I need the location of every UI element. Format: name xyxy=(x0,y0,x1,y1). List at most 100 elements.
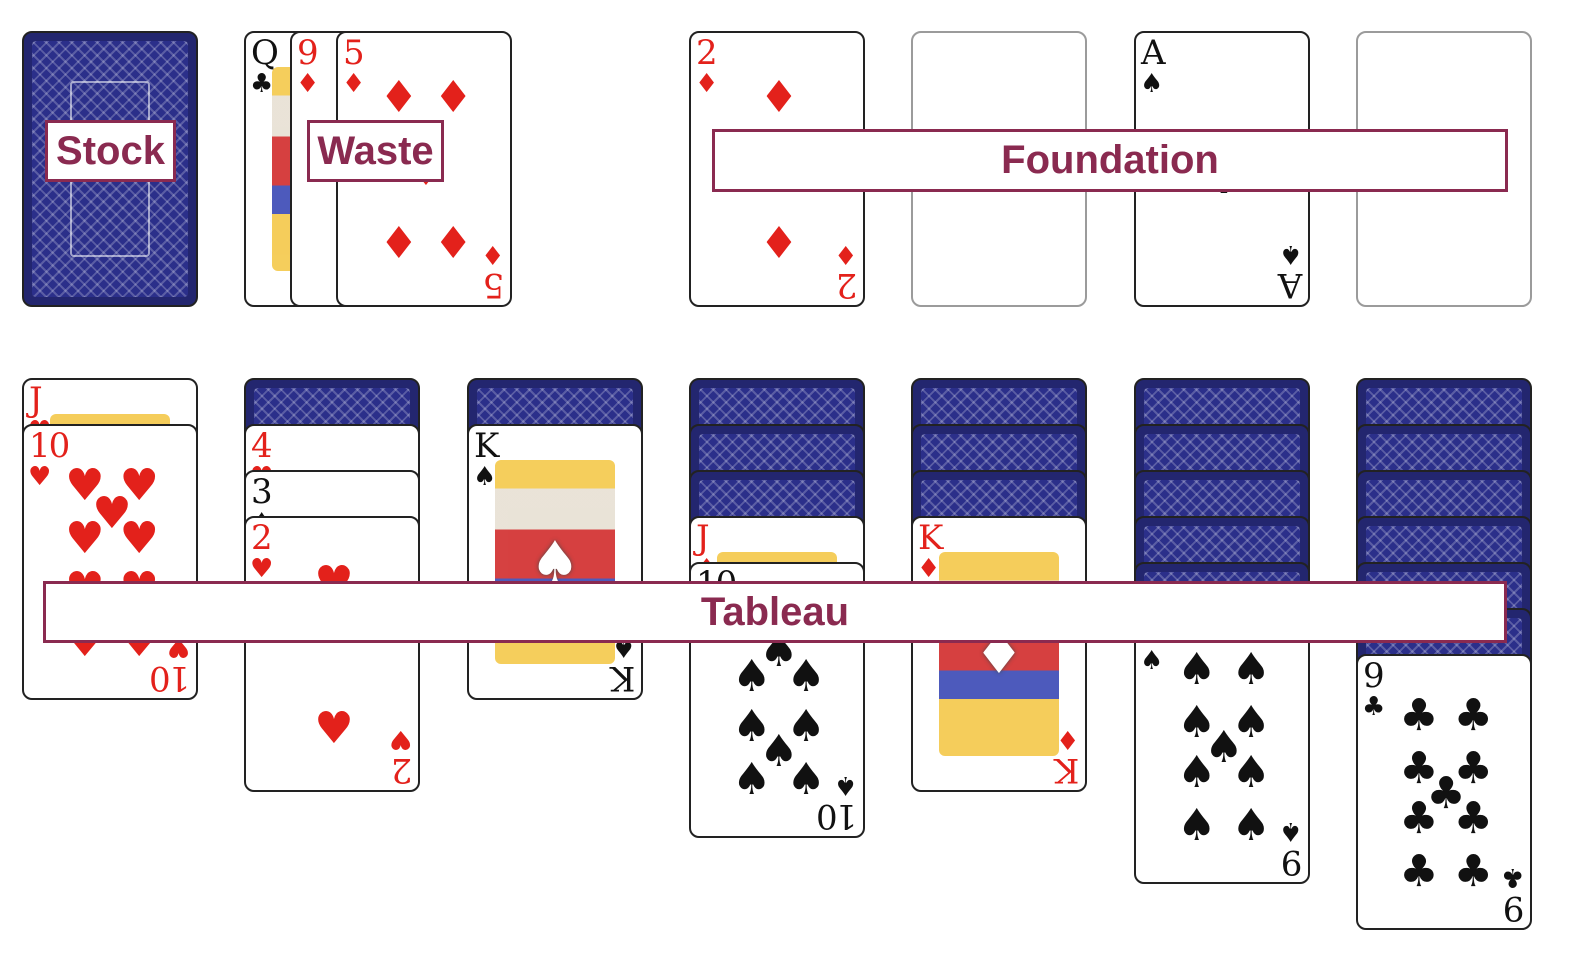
diamonds-icon: ♦ xyxy=(917,554,941,584)
spades-pip-icon: ♠ xyxy=(732,650,772,702)
diamonds-icon: ♦ xyxy=(296,69,320,99)
card-corner-inverted: 5 ♦ xyxy=(480,239,504,305)
clubs-pip-icon: ♣ xyxy=(1426,768,1466,819)
spades-pip-icon: ♠ xyxy=(1177,644,1217,696)
card-corner-inverted: 9 ♣ xyxy=(1500,862,1524,928)
spades-icon: ♠ xyxy=(833,770,857,800)
spades-pip-icon: ♠ xyxy=(759,726,799,778)
spades-pip-icon: ♠ xyxy=(786,701,826,753)
spades-pip-icon: ♠ xyxy=(1231,644,1271,696)
spades-icon: ♠ xyxy=(1278,239,1302,269)
card-rank-inverted: 2 xyxy=(837,265,857,305)
diamonds-icon: ♦ xyxy=(1055,724,1079,754)
card-rank: 3 xyxy=(251,472,273,512)
card-rank: 2 xyxy=(696,33,718,73)
tableau-card-king-diamonds[interactable]: K ♦ ♦ K ♦ xyxy=(911,516,1087,792)
tableau-card-two-hearts[interactable]: 2♥♥♥2♥ xyxy=(244,516,420,792)
clubs-icon: ♣ xyxy=(250,69,274,99)
card-rank-inverted: 10 xyxy=(150,658,190,698)
card-rank-inverted: A xyxy=(1279,265,1302,305)
clubs-pip-icon: ♣ xyxy=(1453,845,1493,897)
diamonds-pip-icon: ♦ xyxy=(759,217,799,269)
card-corner-inverted: K ♦ xyxy=(1055,724,1079,790)
card-rank-inverted: 9 xyxy=(1282,842,1302,882)
clubs-pip-icon: ♣ xyxy=(1453,742,1493,794)
card-rank-inverted: 10 xyxy=(817,796,857,836)
spades-pip-icon: ♠ xyxy=(1177,799,1217,851)
spades-icon: ♠ xyxy=(473,462,497,492)
spades-pip-icon: ♠ xyxy=(786,650,826,702)
waste-label: Waste xyxy=(307,120,444,182)
card-corner-inverted: 2 ♦ xyxy=(834,239,857,305)
card-rank: K xyxy=(474,426,499,466)
card-rank-inverted: K xyxy=(1055,750,1079,790)
card-corner-inverted: K ♠ xyxy=(611,632,635,698)
hearts-pip-icon: ♥ xyxy=(92,487,132,539)
clubs-pip-icon: ♣ xyxy=(1399,742,1439,794)
card-rank: A xyxy=(1141,33,1166,73)
diamonds-icon: ♦ xyxy=(695,69,719,99)
card-rank: 2 xyxy=(251,518,273,558)
spades-pip-icon: ♠ xyxy=(1231,747,1271,799)
hearts-icon: ♥ xyxy=(250,554,274,584)
hearts-pip-icon: ♥ xyxy=(314,702,354,754)
clubs-icon: ♣ xyxy=(1362,692,1386,722)
tableau-card-king-spades[interactable]: K ♠ ♠ K ♠ xyxy=(467,424,643,700)
diamonds-icon: ♦ xyxy=(342,69,366,99)
clubs-pip-icon: ♣ xyxy=(1399,793,1439,845)
diamonds-icon: ♦ xyxy=(480,239,504,269)
spades-pip-icon: ♠ xyxy=(1204,722,1244,773)
card-rank: J xyxy=(29,380,43,420)
clubs-pip-icon: ♣ xyxy=(1399,690,1439,742)
clubs-pip-icon: ♣ xyxy=(1453,690,1493,742)
hearts-pip-icon: ♥ xyxy=(65,460,105,512)
hearts-icon: ♥ xyxy=(28,462,52,492)
card-rank-inverted: 2 xyxy=(392,750,412,790)
card-rank-inverted: K xyxy=(611,658,635,698)
card-rank: 9 xyxy=(297,33,319,73)
tableau-card-nine-clubs[interactable]: 9 ♣ ♣ ♣ ♣ ♣ ♣ ♣ ♣ ♣ ♣ 9 ♣ xyxy=(1356,654,1532,930)
card-rank-inverted: 9 xyxy=(1504,888,1524,928)
hearts-pip-icon: ♥ xyxy=(65,512,105,564)
card-rank: J xyxy=(696,518,710,558)
card-rank: K xyxy=(918,518,943,558)
card-corner-inverted: A ♠ xyxy=(1278,239,1302,305)
spades-icon: ♠ xyxy=(1278,816,1302,846)
spades-pip-icon: ♠ xyxy=(1231,696,1271,748)
waste-pile[interactable]: Q♣♣Q♣9♦♦♦♦♦♦♦♦♦♦9♦5♦♦♦♦♦♦5♦ xyxy=(244,31,514,307)
spades-icon: ♠ xyxy=(1140,646,1164,676)
spades-icon: ♠ xyxy=(1140,69,1164,99)
foundation-label: Foundation xyxy=(712,129,1508,192)
card-corner-inverted: 10 ♠ xyxy=(817,770,857,836)
stock-label: Stock xyxy=(45,120,176,182)
diamonds-pip-icon: ♦ xyxy=(379,72,419,124)
card-corner-inverted: 10 ♥ xyxy=(150,632,190,698)
card-rank: Q xyxy=(251,33,279,73)
diamonds-pip-icon: ♦ xyxy=(379,217,419,269)
diamonds-pip-icon: ♦ xyxy=(433,72,473,124)
card-rank: 4 xyxy=(251,426,273,466)
clubs-icon: ♣ xyxy=(1500,862,1524,892)
spades-pip-icon: ♠ xyxy=(786,753,826,805)
card-rank-inverted: 5 xyxy=(484,265,504,305)
tableau-label: Tableau xyxy=(43,581,1507,643)
spades-pip-icon: ♠ xyxy=(1231,799,1271,851)
card-rank: 5 xyxy=(343,33,365,73)
card-corner-inverted: 2 ♥ xyxy=(388,724,412,790)
spades-pip-icon: ♠ xyxy=(732,701,772,753)
card-rank: 9 xyxy=(1363,656,1385,696)
clubs-pip-icon: ♣ xyxy=(1399,845,1439,897)
clubs-pip-icon: ♣ xyxy=(1453,793,1493,845)
hearts-icon: ♥ xyxy=(388,724,412,754)
card-corner-inverted: 9 ♠ xyxy=(1278,816,1302,882)
diamonds-pip-icon: ♦ xyxy=(433,217,473,269)
tableau-card-nine-spades[interactable]: 9♠♠♠♠♠♠♠♠♠♠9♠ xyxy=(1134,608,1310,884)
hearts-pip-icon: ♥ xyxy=(119,512,159,564)
diamonds-pip-icon: ♦ xyxy=(759,72,799,124)
spades-pip-icon: ♠ xyxy=(732,753,772,805)
hearts-pip-icon: ♥ xyxy=(119,460,159,512)
card-rank: 10 xyxy=(29,426,70,466)
spades-pip-icon: ♠ xyxy=(1177,696,1217,748)
spades-pip-icon: ♠ xyxy=(1177,747,1217,799)
tableau-card-ten-hearts[interactable]: 10♥♥♥♥♥♥♥♥♥♥♥10♥ xyxy=(22,424,198,700)
